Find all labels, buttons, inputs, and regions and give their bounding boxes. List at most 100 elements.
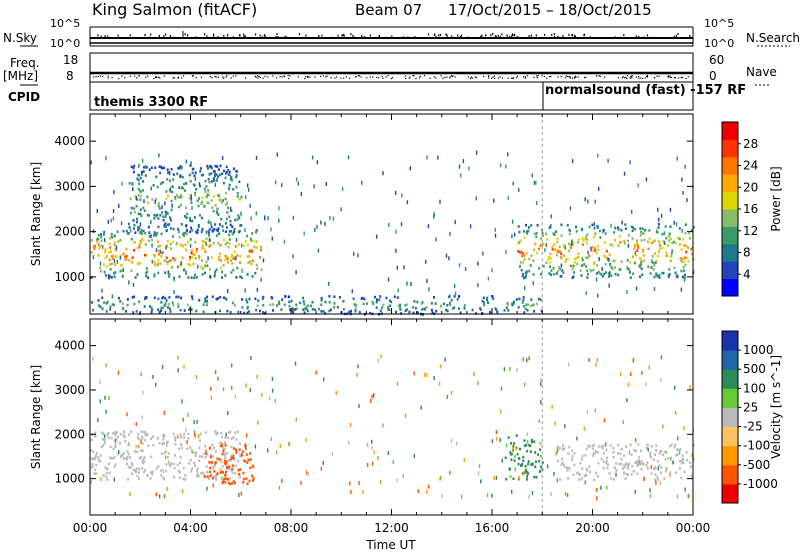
data-cell — [160, 307, 163, 311]
nsky-point — [223, 34, 225, 37]
data-cell — [189, 446, 192, 449]
data-cell — [183, 231, 186, 235]
data-cell — [143, 166, 145, 169]
data-cell — [147, 276, 150, 280]
data-cell — [114, 443, 117, 446]
data-cell — [338, 296, 341, 299]
data-cell — [246, 234, 249, 238]
data-cell — [142, 189, 145, 192]
data-cell — [292, 254, 294, 259]
nave-point — [571, 77, 573, 79]
nsky-point — [150, 33, 152, 36]
data-cell — [180, 195, 183, 199]
data-cell — [114, 463, 117, 466]
data-cell — [287, 295, 290, 299]
data-cell — [333, 295, 336, 298]
data-cell — [584, 480, 586, 485]
data-cell — [658, 240, 661, 243]
data-cell — [96, 209, 98, 213]
data-cell — [206, 193, 209, 196]
data-cell — [270, 296, 273, 299]
data-cell — [136, 474, 139, 478]
data-cell — [179, 175, 182, 178]
data-cell — [212, 209, 215, 213]
data-cell — [108, 258, 111, 262]
data-cell — [692, 226, 695, 229]
data-cell — [162, 218, 165, 222]
data-cell — [635, 449, 638, 453]
data-cell — [674, 241, 677, 245]
x-tick-label: 04:00 — [173, 521, 208, 535]
data-cell — [620, 462, 623, 466]
data-cell — [166, 212, 169, 215]
data-cell — [532, 273, 535, 276]
data-cell — [229, 206, 232, 211]
nave-point — [330, 77, 332, 79]
data-cell — [592, 452, 595, 455]
data-cell — [453, 295, 456, 298]
data-cell — [181, 256, 184, 260]
data-cell — [163, 223, 165, 228]
data-cell — [222, 447, 225, 451]
data-cell — [159, 244, 162, 248]
data-cell — [539, 454, 542, 458]
data-cell — [396, 296, 399, 299]
data-cell — [244, 288, 246, 293]
data-cell — [103, 439, 106, 442]
data-cell — [649, 455, 652, 459]
data-cell — [579, 461, 582, 465]
data-cell — [399, 308, 402, 311]
data-cell — [160, 452, 163, 455]
data-cell — [109, 246, 112, 249]
nsky-point — [529, 36, 531, 39]
data-cell — [227, 206, 230, 210]
data-cell — [220, 217, 223, 221]
data-cell — [390, 300, 393, 304]
data-cell — [232, 454, 235, 459]
data-cell — [200, 173, 203, 177]
data-cell — [194, 193, 197, 197]
data-cell — [147, 444, 150, 447]
data-cell — [587, 256, 589, 260]
data-cell — [179, 456, 182, 459]
nave-point — [99, 75, 102, 77]
data-cell — [144, 253, 146, 257]
data-cell — [575, 257, 578, 260]
data-cell — [194, 464, 197, 467]
data-cell — [530, 438, 533, 442]
data-cell — [249, 466, 252, 470]
data-cell — [473, 372, 475, 377]
data-cell — [190, 276, 193, 279]
data-cell — [430, 308, 433, 312]
data-cell — [190, 194, 193, 199]
data-cell — [568, 232, 571, 236]
data-cell — [571, 449, 574, 453]
data-cell — [177, 469, 180, 473]
data-cell — [614, 238, 617, 242]
data-cell — [597, 293, 599, 298]
data-cell — [148, 239, 151, 243]
data-cell — [197, 204, 200, 208]
data-cell — [521, 252, 524, 255]
data-cell — [109, 445, 112, 449]
data-cell — [674, 271, 677, 275]
data-cell — [570, 239, 573, 243]
nave-point — [451, 75, 453, 77]
nave-point — [543, 75, 545, 78]
data-cell — [353, 251, 355, 256]
data-cell — [181, 175, 184, 179]
nsky-point — [276, 33, 278, 35]
nsky-point — [194, 36, 197, 39]
nsky-point — [530, 34, 532, 37]
data-cell — [668, 239, 671, 242]
data-cell — [521, 272, 524, 276]
data-cell — [278, 300, 281, 304]
data-cell — [261, 297, 264, 300]
data-cell — [199, 170, 202, 173]
data-cell — [222, 264, 225, 267]
data-cell — [366, 442, 369, 447]
data-cell — [150, 220, 152, 225]
nave-point — [492, 76, 494, 78]
data-cell — [217, 227, 220, 230]
data-cell — [227, 481, 230, 485]
